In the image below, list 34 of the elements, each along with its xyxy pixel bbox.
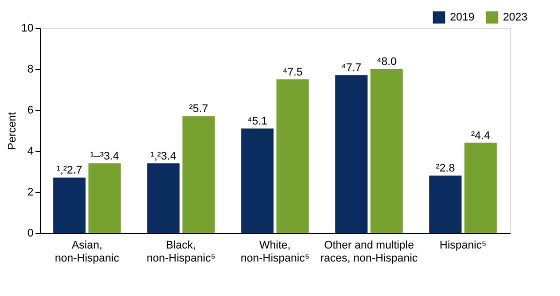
x-tick-label: Asian, non-Hispanic	[54, 240, 120, 264]
data-label: ²5.7	[189, 103, 208, 116]
legend-label: 2023	[503, 11, 528, 24]
bar	[88, 163, 121, 233]
x-tick-label: White, non-Hispanic⁵	[240, 240, 310, 264]
y-tick-label: 4	[27, 146, 34, 158]
data-label: ⁴7.5	[282, 66, 303, 78]
bar	[429, 176, 462, 233]
bar	[370, 69, 403, 233]
y-tick-label: 6	[27, 104, 34, 116]
x-tick-label: Hispanic⁵	[440, 240, 486, 252]
data-label: ²4.4	[471, 130, 490, 142]
y-axis-title: Percent	[6, 112, 18, 150]
data-label: ¹–³3.4	[90, 150, 119, 162]
bar	[335, 75, 368, 233]
bar	[276, 79, 309, 233]
data-label: ¹,²3.4	[150, 150, 176, 162]
legend-label: 2019	[450, 11, 474, 24]
data-label: ⁴5.1	[247, 115, 268, 128]
y-tick-label: 8	[27, 64, 34, 76]
y-tick-label: 10	[21, 22, 34, 34]
x-tick-label: Other and multiple races, non-Hispanic	[320, 240, 418, 264]
data-label: ²2.8	[436, 162, 455, 175]
data-label: ¹,²2.7	[56, 164, 82, 177]
y-tick-label: 2	[27, 186, 34, 198]
bar	[147, 163, 180, 233]
bar	[182, 116, 215, 233]
y-tick-label: 0	[27, 228, 34, 240]
bar	[53, 178, 86, 233]
bar	[464, 142, 497, 233]
data-label: ⁴7.7	[341, 62, 362, 74]
x-tick-label: Black, non-Hispanic⁵	[146, 240, 216, 264]
bar	[241, 128, 274, 233]
data-label: ⁴8.0	[376, 56, 397, 68]
